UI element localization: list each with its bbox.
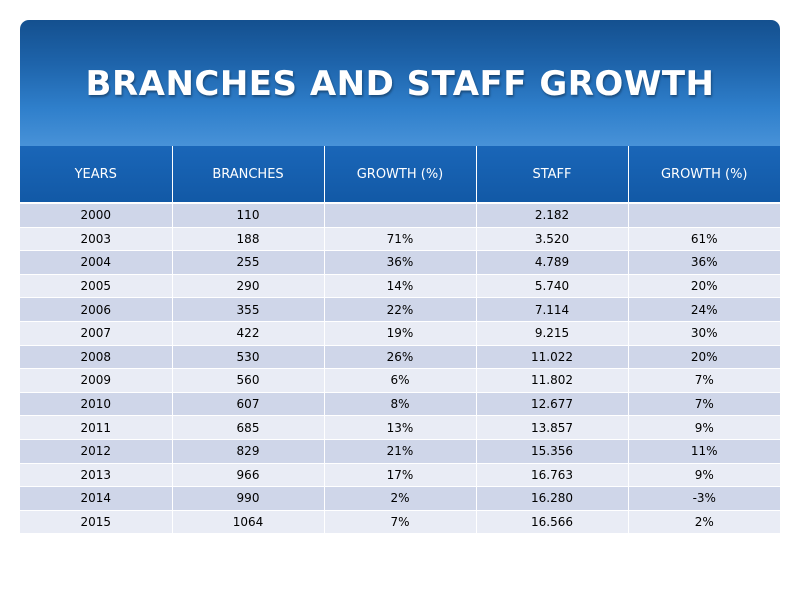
- header-branches: BRANCHES: [172, 146, 325, 204]
- cell-branches-growth: 36%: [324, 250, 477, 275]
- header-staff: STAFF: [476, 146, 629, 204]
- cell-branches: 255: [172, 250, 325, 275]
- cell-year: 2010: [20, 392, 173, 417]
- table-row: 2008 530 26% 11.022 20%: [20, 345, 780, 370]
- cell-staff: 5.740: [476, 274, 629, 299]
- cell-year: 2005: [20, 274, 173, 299]
- table-body: 2000 110 2.182 2003 188 71% 3.520 61% 2004 255 36%…: [20, 203, 780, 535]
- header-years: YEARS: [20, 146, 173, 204]
- cell-staff: 11.802: [476, 368, 629, 393]
- cell-branches: 990: [172, 486, 325, 511]
- cell-staff-growth: 11%: [628, 439, 780, 464]
- branches-staff-table: YEARS BRANCHES GROWTH (%) STAFF GROWTH (…: [20, 146, 780, 535]
- cell-staff: 3.520: [476, 227, 629, 252]
- cell-staff-growth: 61%: [628, 227, 780, 252]
- cell-staff: 4.789: [476, 250, 629, 275]
- cell-staff-growth: 36%: [628, 250, 780, 275]
- cell-year: 2003: [20, 227, 173, 252]
- cell-year: 2012: [20, 439, 173, 464]
- table-row: 2007 422 19% 9.215 30%: [20, 321, 780, 346]
- cell-staff-growth: 30%: [628, 321, 780, 346]
- cell-staff-growth: [628, 203, 780, 228]
- cell-branches-growth: [324, 203, 477, 228]
- table-row: 2011 685 13% 13.857 9%: [20, 415, 780, 440]
- cell-branches-growth: 8%: [324, 392, 477, 417]
- cell-staff: 12.677: [476, 392, 629, 417]
- cell-staff: 11.022: [476, 345, 629, 370]
- cell-branches: 685: [172, 415, 325, 440]
- cell-staff-growth: -3%: [628, 486, 780, 511]
- cell-year: 2014: [20, 486, 173, 511]
- cell-year: 2006: [20, 297, 173, 322]
- header-staff-growth: GROWTH (%): [628, 146, 780, 204]
- cell-branches-growth: 71%: [324, 227, 477, 252]
- table-header: YEARS BRANCHES GROWTH (%) STAFF GROWTH (…: [20, 146, 780, 204]
- header-branches-growth: GROWTH (%): [324, 146, 477, 204]
- cell-staff: 9.215: [476, 321, 629, 346]
- cell-year: 2009: [20, 368, 173, 393]
- cell-branches-growth: 22%: [324, 297, 477, 322]
- cell-staff-growth: 7%: [628, 368, 780, 393]
- cell-year: 2011: [20, 415, 173, 440]
- cell-staff-growth: 2%: [628, 510, 780, 535]
- cell-branches-growth: 13%: [324, 415, 477, 440]
- cell-branches: 110: [172, 203, 325, 228]
- cell-branches-growth: 7%: [324, 510, 477, 535]
- cell-year: 2004: [20, 250, 173, 275]
- cell-staff-growth: 9%: [628, 415, 780, 440]
- cell-branches: 188: [172, 227, 325, 252]
- table-row: 2003 188 71% 3.520 61%: [20, 227, 780, 252]
- cell-staff: 16.566: [476, 510, 629, 535]
- cell-staff: 16.763: [476, 463, 629, 488]
- cell-staff-growth: 24%: [628, 297, 780, 322]
- cell-branches-growth: 21%: [324, 439, 477, 464]
- table-row: 2015 1064 7% 16.566 2%: [20, 510, 780, 535]
- cell-branches: 560: [172, 368, 325, 393]
- cell-branches-growth: 19%: [324, 321, 477, 346]
- table-row: 2006 355 22% 7.114 24%: [20, 297, 780, 322]
- cell-branches-growth: 14%: [324, 274, 477, 299]
- cell-branches: 966: [172, 463, 325, 488]
- slide-title: BRANCHES AND STAFF GROWTH: [85, 64, 715, 104]
- cell-staff: 15.356: [476, 439, 629, 464]
- cell-branches: 829: [172, 439, 325, 464]
- cell-branches: 422: [172, 321, 325, 346]
- cell-staff: 13.857: [476, 415, 629, 440]
- table-row: 2014 990 2% 16.280 -3%: [20, 486, 780, 511]
- cell-year: 2015: [20, 510, 173, 535]
- cell-year: 2007: [20, 321, 173, 346]
- cell-year: 2013: [20, 463, 173, 488]
- cell-branches: 355: [172, 297, 325, 322]
- cell-staff: 16.280: [476, 486, 629, 511]
- cell-year: 2000: [20, 203, 173, 228]
- cell-year: 2008: [20, 345, 173, 370]
- cell-staff: 7.114: [476, 297, 629, 322]
- table-row: 2012 829 21% 15.356 11%: [20, 439, 780, 464]
- cell-branches: 530: [172, 345, 325, 370]
- table-row: 2000 110 2.182: [20, 203, 780, 228]
- table-row: 2009 560 6% 11.802 7%: [20, 368, 780, 393]
- table-row: 2005 290 14% 5.740 20%: [20, 274, 780, 299]
- cell-branches: 290: [172, 274, 325, 299]
- table-row: 2013 966 17% 16.763 9%: [20, 463, 780, 488]
- cell-branches: 1064: [172, 510, 325, 535]
- cell-staff-growth: 7%: [628, 392, 780, 417]
- cell-staff-growth: 9%: [628, 463, 780, 488]
- cell-staff-growth: 20%: [628, 274, 780, 299]
- cell-branches-growth: 6%: [324, 368, 477, 393]
- cell-branches-growth: 17%: [324, 463, 477, 488]
- cell-staff: 2.182: [476, 203, 629, 228]
- title-banner: [20, 20, 780, 146]
- cell-branches: 607: [172, 392, 325, 417]
- table-row: 2004 255 36% 4.789 36%: [20, 250, 780, 275]
- cell-branches-growth: 2%: [324, 486, 477, 511]
- cell-branches-growth: 26%: [324, 345, 477, 370]
- cell-staff-growth: 20%: [628, 345, 780, 370]
- table-header-row: YEARS BRANCHES GROWTH (%) STAFF GROWTH (…: [20, 146, 780, 204]
- table-row: 2010 607 8% 12.677 7%: [20, 392, 780, 417]
